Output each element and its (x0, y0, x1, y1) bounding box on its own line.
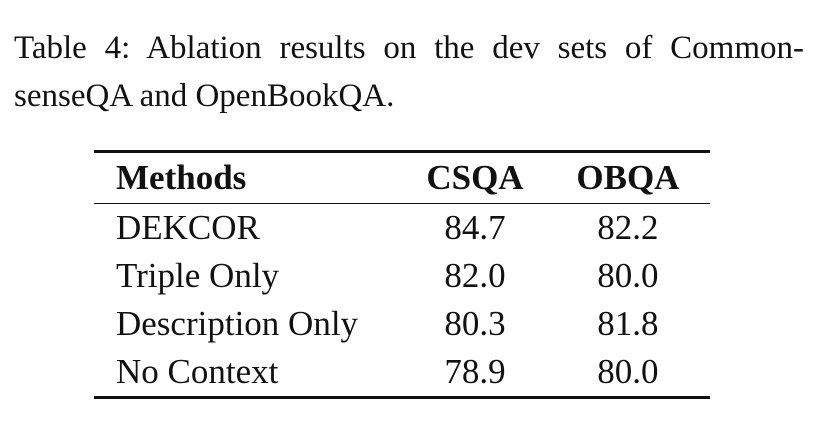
method-cell: DEKCOR (116, 208, 260, 247)
obqa-cell: 82.2 (597, 208, 659, 247)
csqa-cell: 78.9 (404, 348, 546, 399)
obqa-cell: 80.0 (597, 256, 659, 295)
csqa-cell: 84.7 (444, 208, 506, 247)
ablation-results-table: Methods CSQA OBQA DEKCOR 84.7 82.2 Tripl… (94, 150, 710, 399)
table-row: Triple Only 82.0 80.0 (94, 252, 710, 300)
csqa-cell: 82.0 (444, 256, 506, 295)
csqa-cell: 80.3 (444, 304, 506, 343)
header-row: Methods CSQA OBQA (94, 150, 710, 204)
table-body: DEKCOR 84.7 82.2 Triple Only 82.0 80.0 D… (94, 204, 710, 399)
table-row: DEKCOR 84.7 82.2 (94, 204, 710, 253)
header-methods: Methods (94, 150, 405, 204)
table-row: Description Only 80.3 81.8 (94, 300, 710, 348)
method-cell: Triple Only (116, 256, 280, 295)
table-caption: Table 4: Ablation results on the dev set… (14, 24, 804, 120)
table-header: Methods CSQA OBQA (94, 150, 710, 204)
ablation-table-container: Methods CSQA OBQA DEKCOR 84.7 82.2 Tripl… (94, 150, 710, 399)
method-cell: Description Only (116, 304, 359, 343)
header-csqa: CSQA (404, 150, 546, 204)
obqa-cell: 80.0 (545, 348, 710, 399)
caption-line-1: Table 4: Ablation results on the dev set… (14, 30, 804, 66)
obqa-cell: 81.8 (597, 304, 659, 343)
header-obqa: OBQA (545, 150, 710, 204)
table-row: No Context 78.9 80.0 (94, 348, 710, 399)
method-cell: No Context (94, 348, 405, 399)
caption-line-2: senseQA and OpenBookQA. (14, 78, 395, 114)
